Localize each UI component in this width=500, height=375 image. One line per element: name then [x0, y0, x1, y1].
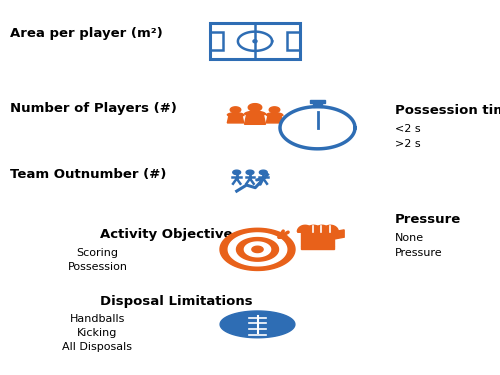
Polygon shape [298, 225, 313, 232]
Text: Pressure: Pressure [395, 248, 442, 258]
Text: Possession time: Possession time [395, 104, 500, 117]
Polygon shape [266, 113, 282, 115]
Bar [210, 32, 222, 50]
Polygon shape [233, 170, 240, 174]
Text: None: None [395, 233, 424, 243]
Polygon shape [220, 311, 295, 338]
Polygon shape [244, 242, 270, 257]
Polygon shape [314, 225, 330, 232]
Polygon shape [228, 233, 287, 266]
Polygon shape [244, 114, 266, 124]
Polygon shape [266, 115, 282, 123]
Text: Scoring: Scoring [76, 248, 118, 258]
Text: >2 s: >2 s [395, 140, 420, 149]
Text: <2 s: <2 s [395, 124, 420, 134]
Polygon shape [246, 170, 254, 174]
Bar [210, 23, 300, 60]
Polygon shape [306, 225, 322, 232]
Text: Possession: Possession [68, 262, 128, 272]
Polygon shape [269, 107, 280, 113]
Text: Kicking: Kicking [78, 328, 118, 338]
Text: All Disposals: All Disposals [62, 342, 132, 352]
Polygon shape [300, 232, 334, 246]
Polygon shape [236, 238, 279, 261]
Circle shape [253, 40, 257, 43]
Text: Handballs: Handballs [70, 315, 125, 324]
Text: Team Outnumber (#): Team Outnumber (#) [10, 168, 166, 181]
Bar [314, 103, 322, 106]
Bar [288, 32, 300, 50]
Polygon shape [322, 225, 338, 232]
Polygon shape [230, 107, 241, 113]
Text: Pressure: Pressure [395, 213, 461, 226]
Polygon shape [248, 104, 262, 111]
Bar [310, 100, 326, 103]
Polygon shape [220, 228, 295, 270]
Polygon shape [280, 106, 355, 149]
Bar [300, 246, 334, 249]
Polygon shape [228, 113, 244, 115]
Polygon shape [244, 111, 266, 114]
Text: Activity Objective: Activity Objective [100, 228, 232, 241]
Polygon shape [260, 170, 267, 174]
Polygon shape [228, 115, 244, 123]
Text: Disposal Limitations: Disposal Limitations [100, 296, 252, 308]
Polygon shape [252, 246, 263, 252]
Text: Area per player (m²): Area per player (m²) [10, 27, 163, 40]
Text: Number of Players (#): Number of Players (#) [10, 102, 177, 115]
Polygon shape [334, 230, 344, 239]
